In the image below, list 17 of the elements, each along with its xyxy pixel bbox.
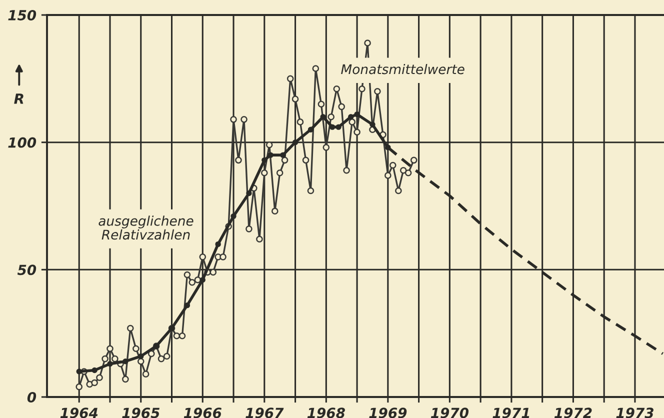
y-axis-title: R [14,94,24,104]
y-tick-label: 50 [17,264,36,276]
y-tick-label: 0 [27,392,36,402]
y-tick-label: 100 [8,137,36,148]
x-tick-label: 1972 [554,408,592,418]
x-tick-label: 1966 [184,408,222,418]
x-tick-label: 1968 [307,408,345,418]
x-tick-label: 1973 [616,408,654,418]
annotation: Monatsmittelwerte [341,64,464,74]
x-tick-label: 1967 [246,408,284,418]
x-tick-label: 1964 [60,408,98,418]
x-tick-label: 1969 [369,408,407,418]
annotation: ausgeglichene Relativzahlen [98,216,194,240]
y-tick-label: 150 [8,10,36,20]
x-tick-label: 1971 [492,408,530,418]
x-tick-label: 1965 [122,408,160,418]
x-tick-label: 1970 [430,408,469,418]
